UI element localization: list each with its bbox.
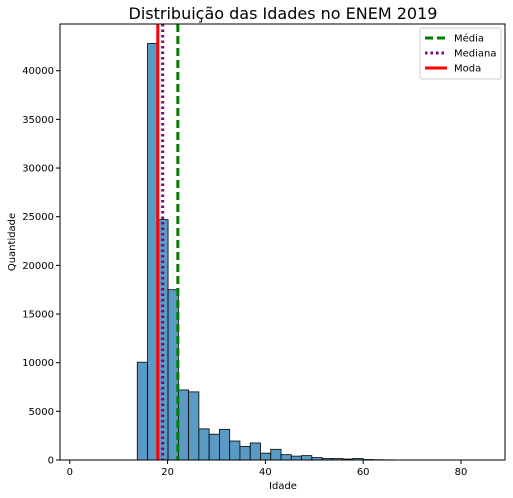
reference-lines-group — [156, 24, 180, 460]
legend-label-2: Moda — [454, 64, 481, 75]
histogram-bar-9 — [229, 440, 241, 461]
histogram-bar-10 — [239, 445, 251, 461]
histogram-bar-5 — [188, 391, 200, 461]
plot-frame — [59, 23, 506, 461]
y-axis-label: Quantidade — [7, 213, 18, 271]
legend-label-0: Média — [454, 33, 484, 45]
x-tick-label-2: 40 — [259, 467, 272, 478]
histogram-bar-15 — [290, 455, 302, 461]
y-tick-label-8: 40000 — [22, 66, 54, 77]
y-tick-label-6: 30000 — [22, 164, 54, 175]
x-tick-label-1: 20 — [161, 467, 174, 478]
histogram-bar-14 — [280, 454, 292, 461]
y-tick-label-2: 10000 — [22, 358, 54, 369]
histogram-bar-11 — [249, 442, 261, 461]
y-tick-label-7: 35000 — [22, 115, 54, 126]
y-tick-label-3: 15000 — [22, 310, 54, 321]
x-axis-ticks: 0 20 40 60 80 — [67, 460, 468, 478]
histogram-bar-12 — [260, 452, 272, 461]
histogram-bar-7 — [208, 433, 220, 461]
y-axis-ticks: 0 5000 10000 15000 20000 25000 30000 35000 40000 — [22, 66, 60, 467]
histogram-bar-8 — [219, 428, 231, 461]
chart-title: Distribuição das Idades no ENEM 2019 — [129, 4, 438, 23]
histogram-bar-1 — [147, 43, 159, 461]
x-tick-label-3: 60 — [357, 467, 370, 478]
histogram-bar-6 — [198, 428, 210, 461]
y-tick-label-0: 0 — [48, 456, 54, 467]
histogram-bar-0 — [136, 361, 148, 461]
x-axis-label: Idade — [269, 481, 297, 492]
y-tick-label-5: 25000 — [22, 212, 54, 223]
legend-label-1: Mediana — [454, 49, 497, 60]
legend-box — [419, 27, 502, 80]
x-tick-label-0: 0 — [67, 467, 73, 478]
histogram-bar-13 — [270, 448, 282, 461]
y-tick-label-4: 20000 — [22, 261, 54, 272]
histogram-bar-4 — [177, 389, 190, 461]
x-tick-label-4: 80 — [455, 467, 468, 478]
y-tick-label-1: 5000 — [29, 407, 54, 418]
histogram-bar-16 — [301, 455, 313, 461]
legend: Média Mediana Moda — [419, 27, 502, 80]
